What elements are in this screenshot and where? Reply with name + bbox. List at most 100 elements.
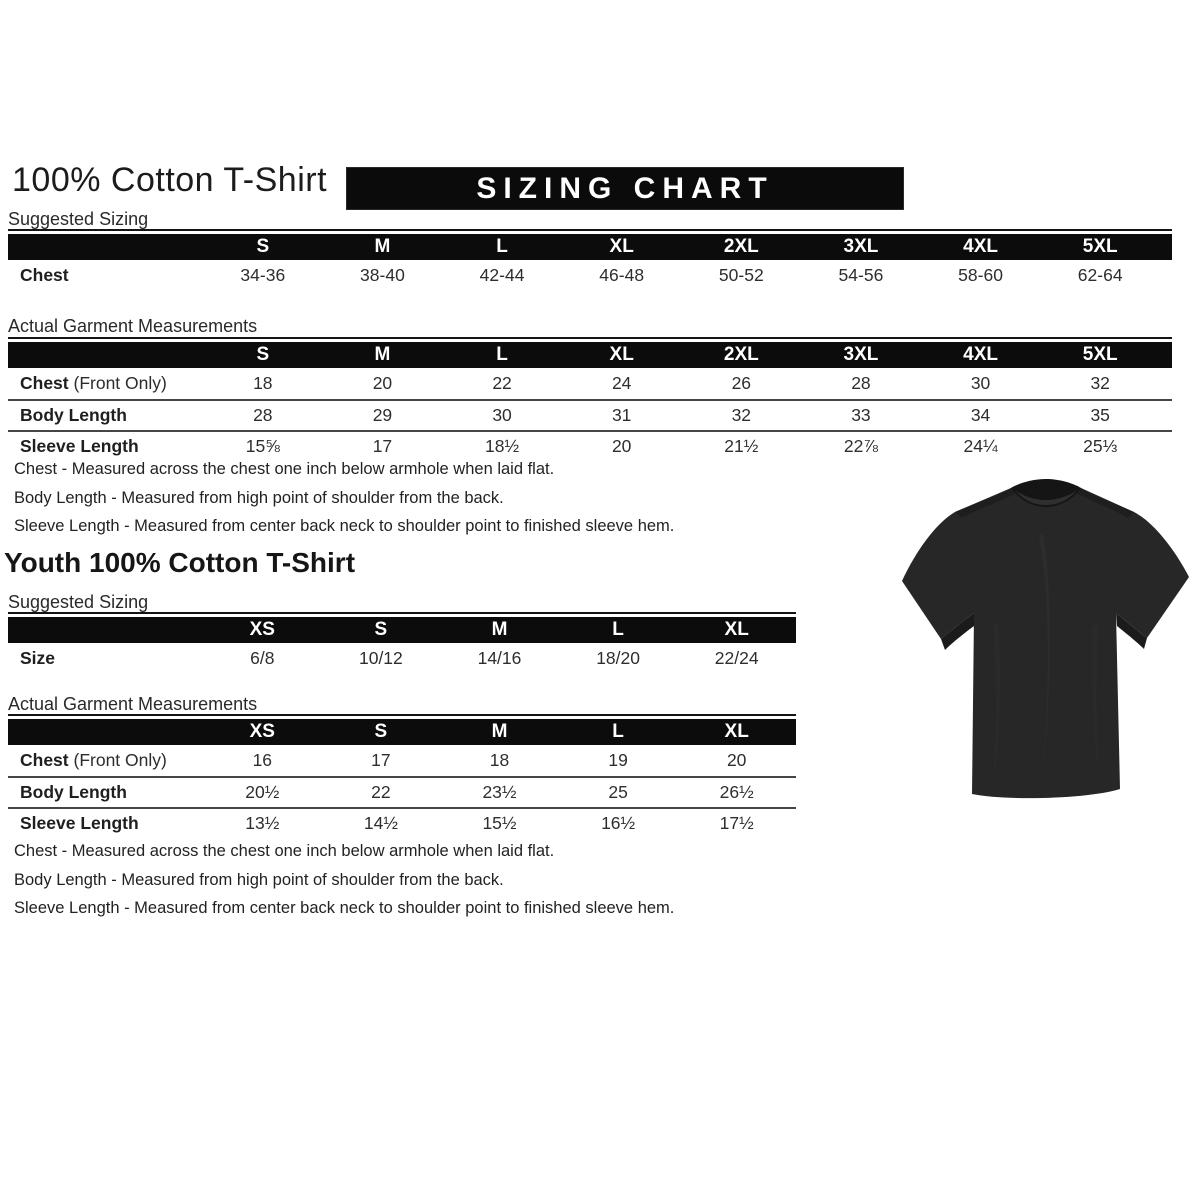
measurement-cell: 62-64 <box>1077 265 1123 285</box>
table-top-rule <box>8 612 796 614</box>
measurement-cell: 26½ <box>719 782 754 802</box>
measurement-cell: 30 <box>970 373 991 393</box>
measurement-cell: 46-48 <box>599 265 645 285</box>
measurement-cell: 24¼ <box>963 436 998 456</box>
measurement-cell: 20 <box>611 436 632 456</box>
size-header-row: S M L XL 2XL 3XL 4XL 5XL <box>8 234 1172 260</box>
size-column-header: L <box>612 619 624 640</box>
measurement-cell: 34 <box>970 405 991 425</box>
size-column-header: 4XL <box>963 236 998 257</box>
measurement-cell: 28 <box>253 405 273 425</box>
measurement-cell: 30 <box>492 405 512 425</box>
black-tshirt-image <box>893 474 1199 812</box>
measurement-cell: 21½ <box>724 436 759 456</box>
table-top-rule <box>8 229 1172 231</box>
measurement-cell: 25 <box>608 782 628 802</box>
size-header-row: XS S M L XL <box>8 719 796 745</box>
measurement-cell: 14½ <box>363 813 398 833</box>
size-column-header: S <box>374 619 388 640</box>
size-column-header: L <box>496 236 508 257</box>
row-label: Chest <box>20 265 69 285</box>
table-row: Sleeve Length 15⅝ 17 18½ 20 21½ 22⅞ 24¼ 25⅓ <box>8 430 1172 461</box>
measurement-cell: 17½ <box>719 813 754 833</box>
table-top-rule <box>8 714 796 716</box>
row-label: Body Length <box>20 405 127 425</box>
size-column-header: XL <box>724 619 749 640</box>
size-column-header: 2XL <box>723 344 759 365</box>
size-column-header: M <box>491 721 508 742</box>
measurement-cell: 18/20 <box>596 648 640 668</box>
table-row: Sleeve Length 13½ 14½ 15½ 16½ 17½ <box>8 807 796 838</box>
size-column-header: XL <box>609 236 634 257</box>
measurement-cell: 25⅓ <box>1083 436 1118 456</box>
row-label-suffix: (Front Only) <box>68 750 167 770</box>
measurement-cell: 24 <box>611 373 632 393</box>
row-label: Size <box>20 648 56 668</box>
measurement-cell: 58-60 <box>958 265 1003 285</box>
row-label: Chest (Front Only) <box>20 750 167 770</box>
measurement-cell: 32 <box>1090 373 1110 393</box>
size-column-header: 3XL <box>843 236 879 257</box>
size-column-header: S <box>374 721 388 742</box>
adult-suggested-sizing-label: Suggested Sizing <box>8 209 149 229</box>
measurement-cell: 22⅞ <box>843 436 878 456</box>
measurement-cell: 50-52 <box>718 265 764 285</box>
table-row: Size 6/8 10/12 14/16 18/20 22/24 <box>8 643 796 674</box>
note-line: Sleeve Length - Measured from center bac… <box>14 899 675 917</box>
note-line: Sleeve Length - Measured from center bac… <box>14 517 675 535</box>
measurement-cell: 16½ <box>601 813 636 833</box>
size-column-header: L <box>612 721 624 742</box>
size-column-header: 2XL <box>723 236 759 257</box>
measurement-cell: 18 <box>253 373 273 393</box>
tshirt-svg <box>902 479 1189 799</box>
note-line: Chest - Measured across the chest one in… <box>14 842 555 860</box>
measurement-cell: 38-40 <box>360 265 405 285</box>
table-row: Body Length 20½ 22 23½ 25 26½ <box>8 776 796 807</box>
measurement-cell: 20 <box>726 750 747 770</box>
size-column-header: 5XL <box>1082 344 1118 365</box>
measurement-cell: 20 <box>372 373 393 393</box>
measurement-cell: 22/24 <box>714 648 759 668</box>
row-label: Chest (Front Only) <box>20 373 167 393</box>
size-column-header: L <box>496 344 508 365</box>
measurement-cell: 22 <box>371 782 391 802</box>
size-header-row: XS S M L XL <box>8 617 796 643</box>
size-column-header: M <box>374 236 391 257</box>
adult-suggested-sizing-table: S M L XL 2XL 3XL 4XL 5XL Chest 34-36 38-40 42-44 46-… <box>8 229 1172 291</box>
measurement-cell: 26 <box>731 373 752 393</box>
measurement-cell: 42-44 <box>479 265 525 285</box>
size-header-row: S M L XL 2XL 3XL 4XL 5XL <box>8 342 1172 368</box>
measurement-cell: 34-36 <box>240 265 286 285</box>
table-row: Body Length 28 29 30 31 32 33 34 35 <box>8 399 1172 430</box>
note-line: Body Length - Measured from high point o… <box>14 870 504 889</box>
adult-title: 100% Cotton T-Shirt <box>12 161 328 199</box>
measurement-cell: 18 <box>489 750 510 770</box>
size-column-header: 4XL <box>963 344 998 365</box>
adult-actual-measurements-label: Actual Garment Measurements <box>8 316 258 336</box>
measurement-cell: 16 <box>252 750 273 770</box>
note-line: Chest - Measured across the chest one in… <box>14 460 555 478</box>
measurement-cell: 6/8 <box>250 648 275 668</box>
size-column-header: XS <box>249 619 275 640</box>
measurement-cell: 17 <box>371 750 391 770</box>
measurement-cell: 19 <box>608 750 628 770</box>
adult-actual-measurements-table: S M L XL 2XL 3XL 4XL 5XL Chest (Front Only) 18 20 2… <box>8 337 1172 461</box>
measurement-cell: 54-56 <box>838 265 884 285</box>
measurement-cell: 22 <box>492 373 512 393</box>
measurement-cell: 28 <box>851 373 871 393</box>
measurement-cell: 13½ <box>245 813 280 833</box>
sizing-chart-banner: SIZING CHART <box>346 167 904 210</box>
measurement-cell: 17 <box>372 436 393 456</box>
row-label: Body Length <box>20 782 127 802</box>
measurement-cell: 14/16 <box>477 648 522 668</box>
measurement-cell: 32 <box>731 405 752 425</box>
size-column-header: XL <box>609 344 634 365</box>
size-column-header: S <box>256 344 270 365</box>
size-column-header: S <box>256 236 270 257</box>
measurement-cell: 23½ <box>482 782 517 802</box>
row-label: Sleeve Length <box>20 813 139 833</box>
sizing-chart-banner-text: SIZING CHART <box>476 171 774 205</box>
measurement-cell: 18½ <box>485 436 520 456</box>
size-column-header: M <box>491 619 508 640</box>
